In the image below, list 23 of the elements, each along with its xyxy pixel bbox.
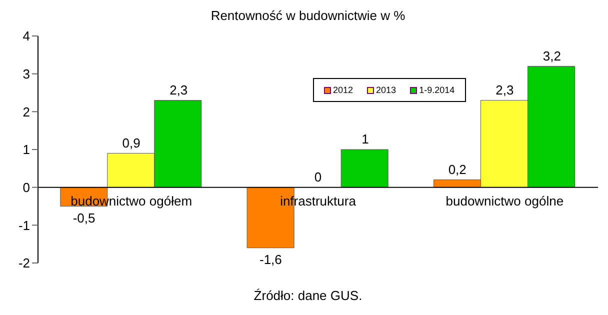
y-tick-label: 4 [22,28,30,44]
data-label: 2,3 [496,82,514,98]
data-label: 2,3 [170,82,188,98]
y-tick-label: 0 [22,180,30,195]
chart-title: Rentowność w budownictwie w % [210,8,406,25]
legend-label: 1-9.2014 [418,85,455,95]
text: Źródło: dane GUS. [252,288,364,303]
data-label: -1,6 [260,252,282,267]
y-tick-label: 1 [22,142,30,158]
data-label: 0,9 [122,135,140,150]
data-label: -0,5 [72,210,96,226]
data-label: 3,2 [542,48,561,64]
legend-label: 2012 [332,85,354,95]
data-label: 0,2 [448,162,466,177]
y-tick-label: 2 [22,104,30,120]
legend-label: 2013 [375,85,396,95]
data-label: 1 [362,132,369,146]
y-tick-label: 3 [22,66,30,82]
bar [340,149,388,188]
y-tick-label: -1 [18,218,30,233]
data-label: 0 [314,169,322,184]
y-tick-label: -2 [18,256,30,271]
x-tick-label: budownictwo ogólne [446,193,564,208]
